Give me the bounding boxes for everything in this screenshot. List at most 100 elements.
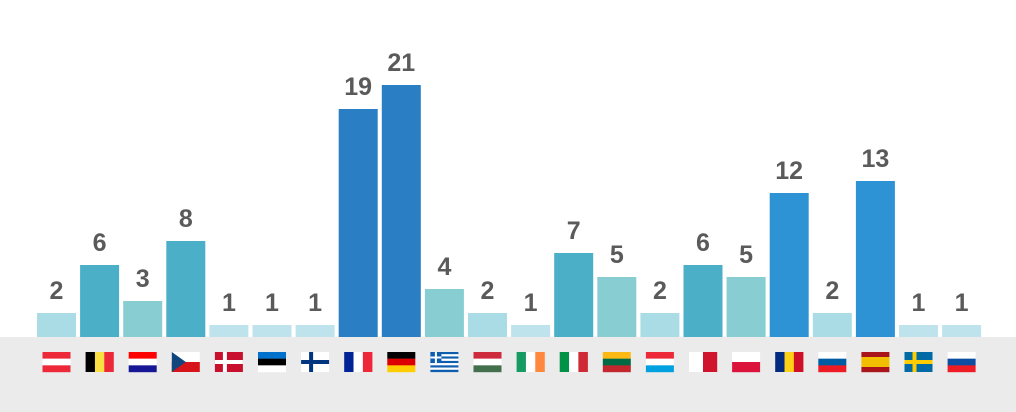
- value-label: 2: [653, 277, 667, 305]
- flag-stripe: [430, 356, 442, 359]
- flag-stripe: [362, 352, 373, 372]
- flag-stripe: [258, 358, 286, 366]
- flag-stripe: [214, 360, 243, 364]
- flag-stripe: [171, 352, 200, 362]
- flag-stripe: [775, 352, 785, 372]
- flag-stripe: [818, 365, 847, 373]
- value-label: 19: [344, 73, 372, 101]
- flag-stripe: [85, 352, 96, 372]
- flag-stripe: [703, 352, 718, 372]
- bar: [80, 265, 120, 337]
- flag-stripe: [430, 354, 459, 357]
- flag-stripe: [793, 352, 804, 372]
- value-label: 13: [861, 145, 889, 173]
- flag: [689, 352, 718, 372]
- flag-stripe: [784, 352, 795, 372]
- value-label: 1: [524, 289, 538, 317]
- flag-stripe: [818, 358, 847, 366]
- flag-stripe: [387, 358, 416, 366]
- flag-stripe: [258, 352, 286, 359]
- flag: [85, 352, 114, 372]
- flag-stripe: [602, 358, 631, 366]
- value-label: 1: [222, 289, 236, 317]
- flag-stripe: [387, 365, 416, 373]
- value-label: 1: [912, 289, 926, 317]
- bar: [683, 265, 723, 337]
- flag-stripe: [171, 362, 200, 372]
- flag: [516, 352, 545, 372]
- flag-stripe: [645, 352, 674, 359]
- flag-stripe: [473, 365, 502, 373]
- flag-stripe: [904, 360, 933, 364]
- value-label: 8: [179, 205, 193, 233]
- flag-stripe: [645, 365, 674, 373]
- flag-stripe: [430, 360, 459, 364]
- flag: [387, 352, 416, 373]
- value-label: 1: [265, 289, 279, 317]
- bar: [812, 313, 852, 337]
- value-label: 1: [308, 289, 322, 317]
- value-label: 6: [696, 229, 710, 257]
- bar: [252, 325, 292, 337]
- flag-stripe: [861, 352, 890, 358]
- flag-stripe: [602, 365, 631, 373]
- value-label: 2: [825, 277, 839, 305]
- value-label: 12: [775, 157, 803, 185]
- flag-band: [0, 337, 1016, 412]
- bar: [468, 313, 507, 337]
- flag-stripe: [430, 358, 459, 361]
- value-label: 1: [955, 289, 969, 317]
- bar: [338, 109, 378, 337]
- bar: [942, 325, 982, 337]
- flag-stripe: [430, 352, 459, 355]
- value-label: 5: [610, 241, 624, 269]
- flag-stripe: [525, 352, 536, 372]
- flag-stripe: [947, 365, 976, 373]
- flag: [473, 352, 502, 373]
- flag-stripe: [42, 365, 71, 373]
- flag-stripe: [430, 369, 459, 373]
- flag: [214, 352, 243, 372]
- flag: [42, 352, 71, 373]
- flag: [344, 352, 373, 372]
- value-label: 2: [50, 277, 64, 305]
- value-label: 4: [437, 253, 451, 281]
- flag-stripe: [430, 367, 459, 370]
- flag-stripe: [602, 352, 631, 359]
- flag: [430, 352, 459, 373]
- flag-stripe: [689, 352, 704, 372]
- flag-stripe: [104, 352, 114, 372]
- flag-stripe: [569, 352, 579, 372]
- bar: [209, 325, 249, 337]
- flag: [904, 352, 933, 372]
- flag-stripe: [947, 358, 976, 366]
- flag: [775, 352, 804, 372]
- flag-stripe: [387, 352, 416, 359]
- bar: [640, 313, 680, 337]
- flag: [947, 352, 976, 373]
- bar: [899, 325, 938, 337]
- flag-stripe: [732, 362, 761, 373]
- flag-stripe: [818, 352, 847, 359]
- flag-stripe: [128, 358, 157, 366]
- flag-stripe: [645, 358, 674, 366]
- flag-stripe: [301, 360, 330, 364]
- flag-stripe: [861, 362, 890, 368]
- flag-stripe: [42, 358, 71, 366]
- flag-stripe: [535, 352, 545, 372]
- value-label: 3: [136, 265, 150, 293]
- flag-stripe: [473, 352, 502, 359]
- flag: [645, 352, 674, 373]
- flag: [559, 352, 588, 372]
- flag-stripe: [861, 367, 890, 373]
- flag: [732, 352, 761, 373]
- value-label: 6: [93, 229, 107, 257]
- bar: [511, 325, 551, 337]
- flag-stripe: [42, 352, 71, 359]
- flag-stripe: [559, 352, 570, 372]
- flag-stripe: [353, 352, 364, 372]
- flag: [301, 352, 330, 372]
- flag-stripe: [94, 352, 105, 372]
- value-label: 21: [387, 49, 415, 77]
